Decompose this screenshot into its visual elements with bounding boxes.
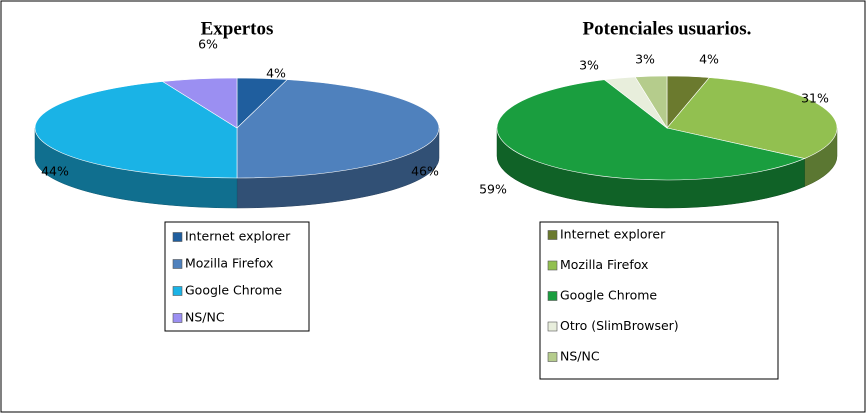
slice xyxy=(236,79,440,179)
data-label: 31% xyxy=(801,91,829,106)
legend-swatch xyxy=(547,260,558,271)
legend-label: Google Chrome xyxy=(185,283,282,298)
data-label: 59% xyxy=(479,182,507,197)
legend-label: NS/NC xyxy=(185,310,225,325)
legend-label: Mozilla Firefox xyxy=(560,257,648,272)
chart-title: Potenciales usuarios. xyxy=(583,18,752,39)
legend-label: Internet explorer xyxy=(185,229,291,244)
legend-swatch xyxy=(547,230,558,240)
legend-label: NS/NC xyxy=(560,349,600,364)
data-label: 46% xyxy=(411,164,439,179)
data-label: 4% xyxy=(699,52,719,67)
data-label: 4% xyxy=(266,66,286,81)
legend-swatch xyxy=(172,259,183,269)
legend-swatch xyxy=(172,286,183,296)
data-label: 44% xyxy=(41,164,69,179)
slice xyxy=(161,77,238,129)
legend-swatch xyxy=(547,321,558,332)
legend-swatch xyxy=(172,313,183,323)
legend-swatch xyxy=(172,232,183,242)
legend-label: Mozilla Firefox xyxy=(185,256,273,271)
data-label: 3% xyxy=(579,58,599,73)
slice xyxy=(34,81,238,179)
slice xyxy=(496,79,806,181)
legend-box xyxy=(164,221,310,332)
slice xyxy=(666,77,838,159)
legend-label: Internet explorer xyxy=(560,227,666,242)
legend-swatch xyxy=(547,352,558,362)
data-label: 6% xyxy=(198,37,218,52)
legend-box xyxy=(539,221,779,380)
data-label: 3% xyxy=(635,52,655,67)
slice xyxy=(634,75,668,130)
legend-swatch xyxy=(547,291,558,301)
legend-label: Otro (SlimBrowser) xyxy=(560,318,679,333)
legend-label: Google Chrome xyxy=(560,288,657,303)
chart-title: Expertos xyxy=(201,18,274,39)
